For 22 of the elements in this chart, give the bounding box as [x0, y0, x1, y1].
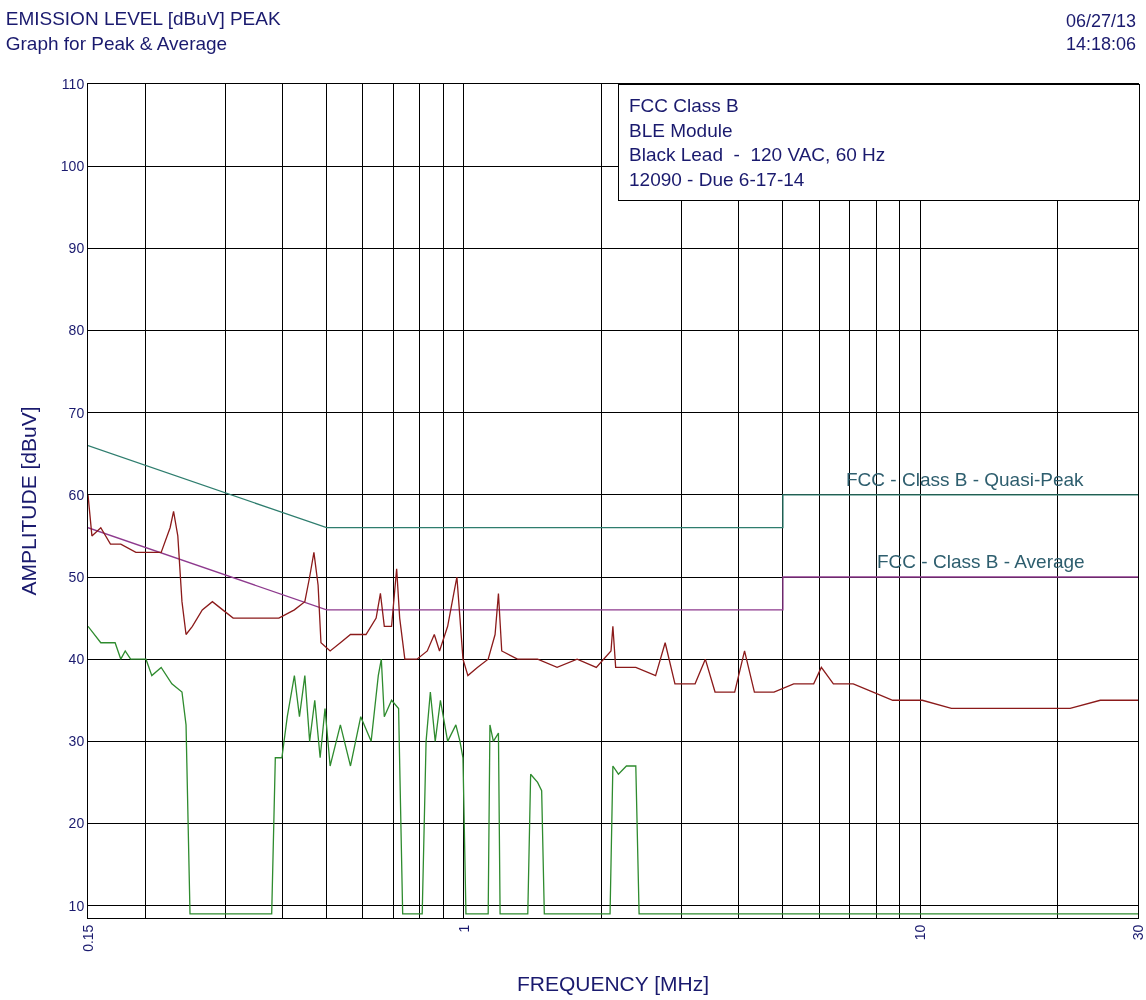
x-tick-label: 10 [911, 924, 928, 941]
y-tick-label: 40 [68, 651, 85, 668]
chart-subtitle: Graph for Peak & Average [5, 32, 228, 54]
y-tick-label: 110 [61, 75, 85, 92]
y-tick-label: 10 [68, 897, 85, 914]
chart-title: EMISSION LEVEL [dBuV] PEAK [5, 8, 281, 29]
x-tick-label: 30 [1129, 924, 1146, 941]
y-tick-label: 60 [68, 486, 85, 503]
text: 06/27/13 14:18:06 [1066, 11, 1137, 55]
x-tick-label: 0.15 [79, 924, 96, 952]
y-tick-label: 50 [68, 568, 85, 585]
y-tick-label: 80 [68, 322, 85, 339]
y-tick-label: 70 [68, 404, 85, 421]
y-tick-label: 90 [68, 240, 85, 257]
y-tick-label: 100 [60, 158, 85, 175]
y-tick-label: 20 [68, 815, 85, 832]
x-tick-label: 1 [455, 924, 472, 933]
y-tick-label: 30 [68, 733, 85, 750]
text-card: FCC Class B BLE Module Black Lead - 120 VAC, 60 Hz 12090 - Due 6-17-14 [618, 84, 1140, 201]
annotation: FCC Class B BLE Module Black Lead - 120 VAC, 60 Hz 12090 - Due 6-17-14 [629, 95, 886, 191]
y-axis-title: AMPLITUDE [dBuV] [17, 406, 40, 596]
x-axis-title: FREQUENCY [MHz] [516, 972, 710, 995]
